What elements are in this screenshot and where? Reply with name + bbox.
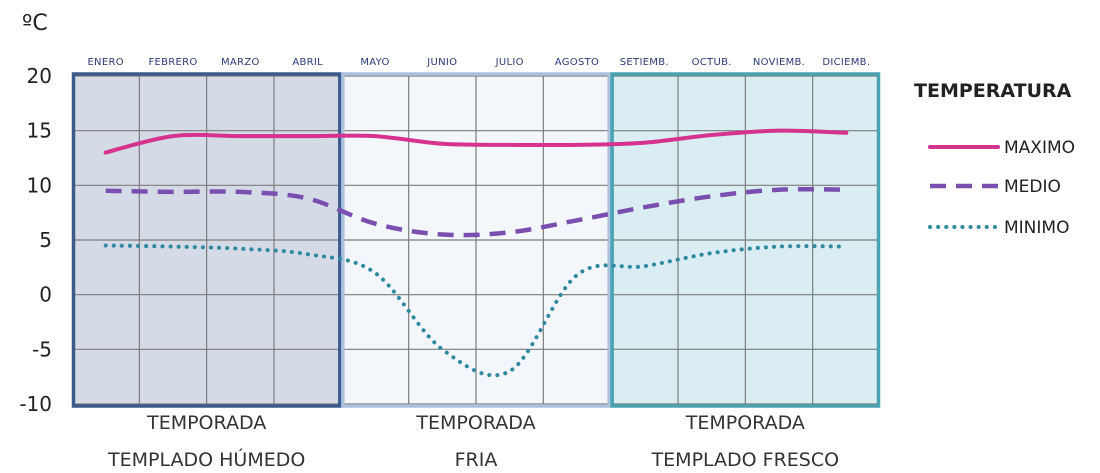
y-tick-label: 15: [27, 119, 52, 143]
season-label-line1: TEMPORADA: [685, 412, 805, 434]
season-label-line1: TEMPORADA: [146, 412, 266, 434]
chart-series: [103, 128, 849, 378]
season-borders: [71, 72, 881, 408]
month-label: SETIEMB.: [620, 57, 669, 68]
month-label: JULIO: [495, 57, 524, 68]
legend-title: TEMPERATURA: [914, 80, 1072, 102]
month-label: JUNIO: [426, 57, 457, 68]
season-border-2: [341, 72, 611, 408]
month-label: NOVIEMB.: [753, 57, 805, 68]
season-border-3: [610, 72, 881, 408]
y-axis-unit: ºC: [22, 11, 48, 36]
month-label: OCTUB.: [692, 57, 732, 68]
y-tick-label: 0: [39, 283, 52, 307]
series-line-minimo: [103, 243, 849, 378]
season-border-1: [71, 72, 342, 408]
y-tick-label: -5: [32, 337, 52, 361]
season-label-line2: TEMPLADO HÚMEDO: [107, 447, 305, 471]
month-label: ABRIL: [292, 57, 323, 68]
y-tick-label: 20: [27, 64, 52, 88]
month-label: AGOSTO: [555, 57, 599, 68]
season-labels: TEMPORADA TEMPLADO HÚMEDO TEMPORADA FRIA TEM…: [107, 412, 839, 471]
y-tick-label: 5: [39, 228, 52, 252]
legend-label-maximo: MAXIMO: [1004, 138, 1075, 158]
month-label: MAYO: [360, 57, 389, 68]
season-label-line2: TEMPLADO FRESCO: [651, 449, 840, 471]
series-line-medio: [105, 186, 847, 238]
legend-label-minimo: MINIMO: [1004, 218, 1069, 238]
legend: MAXIMO MEDIO MINIMO: [928, 138, 1075, 238]
month-labels: ENERO FEBRERO MARZO ABRIL MAYO JUNIO JULIO AGOS…: [87, 57, 870, 68]
y-tick-label: 10: [27, 173, 52, 197]
season-label-line1: TEMPORADA: [415, 412, 535, 434]
y-tick-label: -10: [19, 392, 52, 416]
legend-label-medio: MEDIO: [1004, 177, 1061, 197]
month-label: MARZO: [221, 57, 260, 68]
month-label: FEBRERO: [148, 57, 197, 68]
y-axis-ticks: 20 15 10 5 0 -5 -10: [19, 64, 52, 416]
month-label: ENERO: [87, 57, 123, 68]
series-line-maximo: [103, 128, 849, 155]
season-label-line2: FRIA: [455, 449, 498, 471]
month-label: DICIEMB.: [822, 57, 870, 68]
